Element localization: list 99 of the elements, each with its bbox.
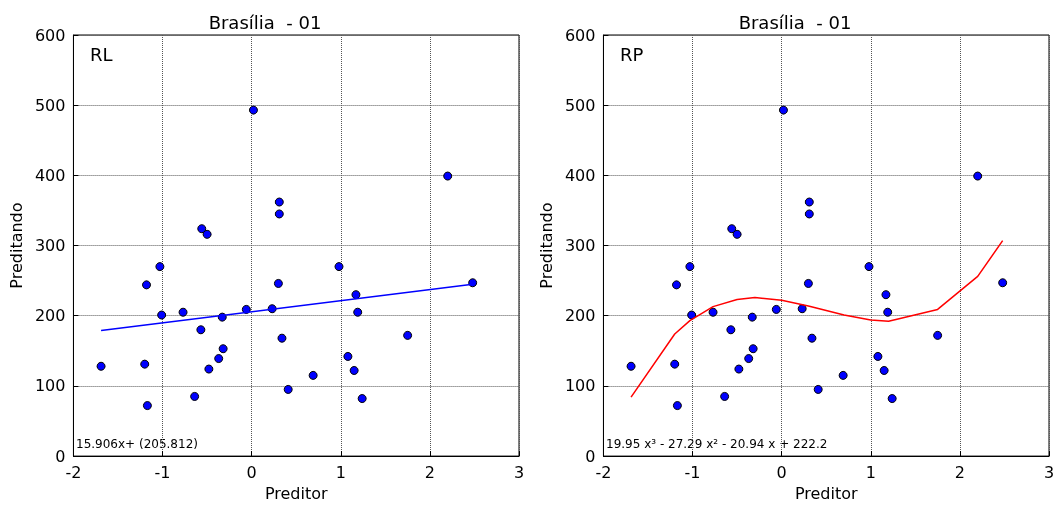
y-tick-label: 200 xyxy=(564,306,596,326)
annotation: RL xyxy=(90,43,113,65)
y-tick-label: 200 xyxy=(34,306,66,326)
point xyxy=(879,365,889,375)
x-tick-label: 3 xyxy=(1043,462,1055,482)
point xyxy=(672,401,682,411)
point xyxy=(687,310,697,320)
point xyxy=(747,312,757,322)
point xyxy=(274,209,284,219)
x-tick-label: -2 xyxy=(65,462,82,482)
y-tick-label: 100 xyxy=(564,376,596,396)
point xyxy=(351,290,361,300)
point xyxy=(708,307,718,317)
point xyxy=(748,344,758,354)
point xyxy=(838,370,848,380)
point xyxy=(864,262,874,272)
point xyxy=(202,229,212,239)
point xyxy=(277,333,287,343)
point xyxy=(685,262,695,272)
point xyxy=(283,384,293,394)
x-axis-title: Preditor xyxy=(264,483,328,503)
y-tick-label: 0 xyxy=(55,446,66,466)
point xyxy=(672,280,682,290)
point xyxy=(190,391,200,401)
point xyxy=(248,105,258,115)
point xyxy=(178,307,188,317)
point xyxy=(804,197,814,207)
point xyxy=(308,370,318,380)
point xyxy=(218,344,228,354)
point xyxy=(881,290,891,300)
y-tick-label: 400 xyxy=(564,165,596,185)
point xyxy=(197,224,207,234)
point xyxy=(883,307,893,317)
point xyxy=(727,224,737,234)
point xyxy=(353,307,363,317)
y-tick-label: 400 xyxy=(34,165,66,185)
x-tick-label: 2 xyxy=(954,462,965,482)
y-tick-label: 100 xyxy=(34,376,66,396)
x-tick-label: 0 xyxy=(776,462,787,482)
point xyxy=(140,359,150,369)
point xyxy=(214,354,224,364)
point xyxy=(443,171,453,181)
point xyxy=(196,325,206,335)
point xyxy=(96,361,106,371)
point xyxy=(813,384,823,394)
x-tick-label: 2 xyxy=(424,462,435,482)
y-tick-label: 600 xyxy=(34,25,66,45)
point xyxy=(998,278,1008,288)
point xyxy=(807,333,817,343)
y-tick-label: 500 xyxy=(34,95,66,115)
point xyxy=(797,304,807,314)
point xyxy=(626,361,636,371)
point xyxy=(274,197,284,207)
point xyxy=(933,330,943,340)
point xyxy=(403,330,413,340)
annotation: 15.906x+ (205.812) xyxy=(76,437,198,451)
point xyxy=(357,394,367,404)
y-tick-label: 600 xyxy=(564,25,596,45)
point xyxy=(720,391,730,401)
line-series xyxy=(630,239,1004,398)
point xyxy=(744,354,754,364)
x-tick-label: 0 xyxy=(246,462,257,482)
point xyxy=(349,365,359,375)
point xyxy=(726,325,736,335)
point xyxy=(734,364,744,374)
chart-title: Brasília - 01 xyxy=(738,11,852,33)
point xyxy=(732,229,742,239)
point xyxy=(778,105,788,115)
point xyxy=(155,262,165,272)
y-tick-label: 500 xyxy=(564,95,596,115)
point xyxy=(343,351,353,361)
point xyxy=(973,171,983,181)
x-axis-title: Preditor xyxy=(794,483,858,503)
x-tick-label: 3 xyxy=(513,462,525,482)
point xyxy=(771,304,781,314)
point xyxy=(873,351,883,361)
x-tick-label: -2 xyxy=(595,462,612,482)
point xyxy=(804,209,814,219)
y-tick-label: 300 xyxy=(34,236,66,256)
point xyxy=(157,310,167,320)
annotation: RP xyxy=(620,43,644,65)
y-tick-label: 300 xyxy=(564,236,596,256)
y-axis-title: Preditando xyxy=(536,202,556,289)
x-tick-label: 1 xyxy=(865,462,876,482)
point xyxy=(887,394,897,404)
chart-title: Brasília - 01 xyxy=(208,11,322,33)
point xyxy=(803,278,813,288)
x-tick-label: 1 xyxy=(335,462,346,482)
point xyxy=(334,262,344,272)
x-tick-label: -1 xyxy=(684,462,701,482)
x-tick-label: -1 xyxy=(154,462,171,482)
point xyxy=(142,280,152,290)
point xyxy=(273,278,283,288)
point xyxy=(204,364,214,374)
point xyxy=(468,278,478,288)
y-axis-title: Preditando xyxy=(6,202,26,289)
point xyxy=(670,359,680,369)
y-tick-label: 0 xyxy=(585,446,596,466)
point xyxy=(142,401,152,411)
